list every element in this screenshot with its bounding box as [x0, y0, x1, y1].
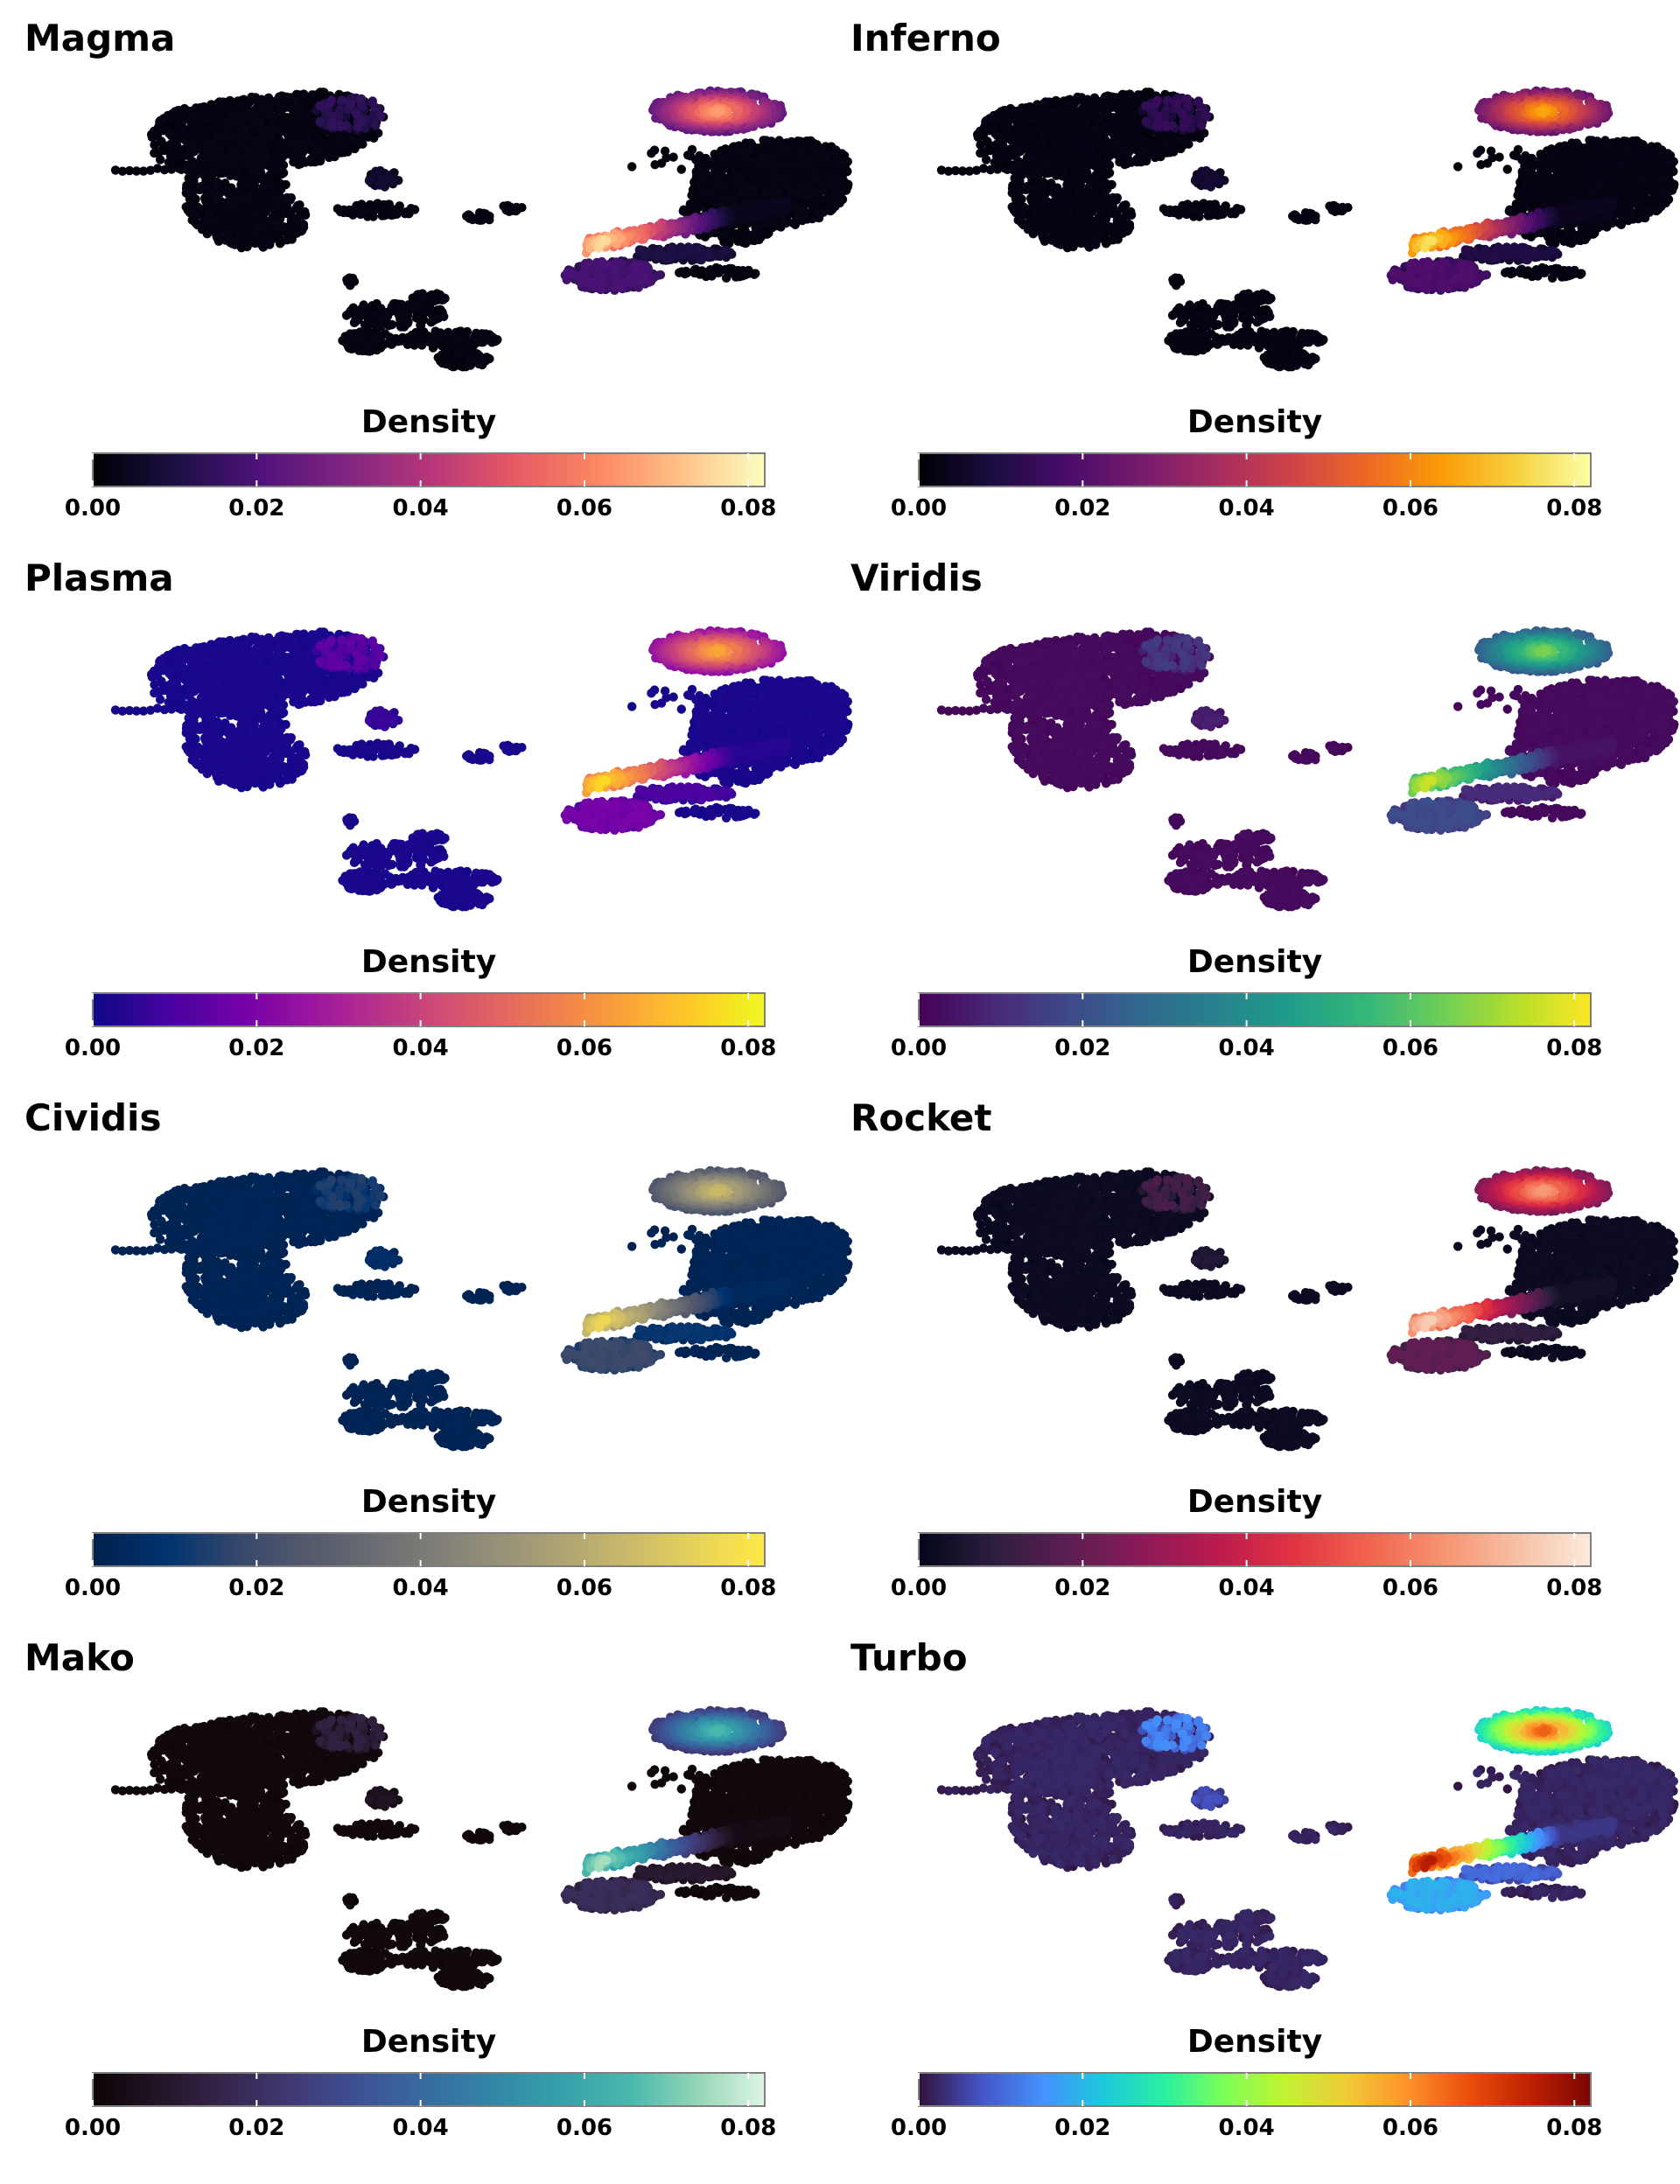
cell-point [153, 148, 162, 157]
cell-point [172, 114, 181, 122]
panel-title: Magma [24, 17, 175, 60]
cell-point [369, 206, 378, 214]
cell-point [319, 88, 328, 97]
cell-point [271, 140, 280, 149]
cell-point [650, 160, 659, 169]
cell-point [431, 296, 440, 304]
cell-point [342, 275, 351, 284]
cell-point [220, 220, 228, 228]
cell-point [440, 294, 449, 303]
cell-point [125, 166, 134, 175]
cell-point [737, 228, 746, 236]
cell-point [397, 335, 406, 344]
umap-scatter [111, 87, 853, 372]
cell-point [342, 311, 351, 319]
cell-point [214, 203, 223, 212]
cell-point [270, 161, 278, 170]
cell-point [139, 166, 148, 175]
cell-point [627, 162, 636, 171]
cell-point [822, 195, 831, 204]
cell-point [343, 147, 352, 156]
cell-point [688, 190, 696, 199]
cell-point [691, 266, 700, 275]
cell-point [468, 215, 477, 224]
cell-point [160, 165, 169, 174]
cell-point [722, 274, 731, 283]
cell-point [793, 171, 802, 179]
cell-point [311, 90, 319, 99]
cell-point [381, 207, 389, 216]
cell-point [677, 267, 686, 276]
cell-point [150, 131, 158, 140]
cell-point [677, 164, 686, 173]
cell-point [433, 305, 442, 314]
cell-point [706, 158, 715, 166]
cell-point [187, 178, 196, 186]
cell-point [679, 206, 688, 215]
cell-point [444, 355, 453, 364]
cell-point [465, 346, 473, 355]
cell-point [485, 215, 494, 224]
